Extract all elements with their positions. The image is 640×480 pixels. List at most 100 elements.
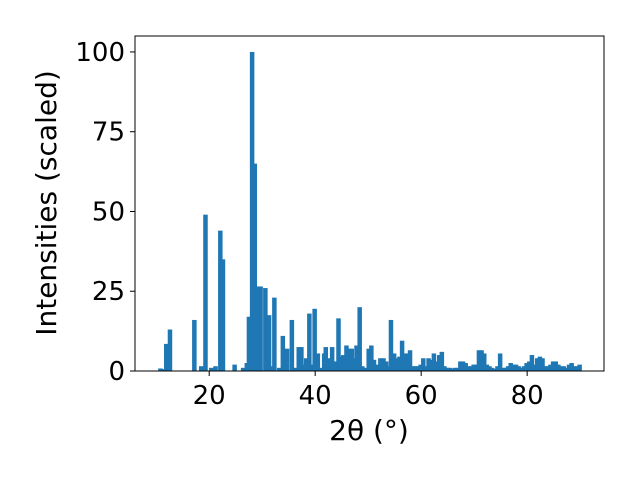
y-tick-label: 75: [92, 118, 125, 148]
bar: [293, 367, 298, 371]
bar: [276, 367, 282, 371]
bar: [258, 286, 263, 371]
bar: [323, 347, 329, 371]
bar: [383, 361, 389, 371]
bar: [452, 367, 458, 371]
bar: [508, 363, 513, 371]
bar: [489, 367, 495, 371]
y-tick-label: 100: [75, 38, 125, 68]
bar: [410, 366, 415, 371]
bar: [513, 364, 519, 371]
bar: [558, 366, 564, 371]
bar: [561, 366, 566, 371]
bar: [266, 315, 272, 371]
bar: [471, 364, 476, 371]
bar: [369, 345, 374, 371]
bar: [553, 361, 559, 371]
bar: [439, 351, 445, 371]
bar: [524, 363, 529, 371]
bar: [351, 358, 357, 371]
bar: [371, 359, 377, 371]
bar: [577, 364, 582, 371]
y-tick-label: 50: [92, 197, 125, 227]
bar: [289, 319, 295, 371]
bar: [397, 356, 402, 371]
bar: [284, 348, 290, 371]
bar: [378, 358, 383, 371]
bar: [492, 368, 498, 371]
bar: [164, 343, 169, 371]
bar: [503, 367, 508, 371]
bar: [192, 319, 197, 371]
bar: [500, 367, 506, 371]
bar: [556, 364, 561, 371]
y-tick-label: 25: [92, 277, 125, 307]
bar: [381, 358, 386, 371]
bar: [198, 366, 204, 371]
bar: [519, 367, 524, 371]
bar: [254, 286, 260, 371]
bar: [315, 353, 321, 371]
bar: [220, 259, 226, 371]
bar: [399, 340, 405, 371]
bar: [505, 366, 511, 371]
bar: [550, 361, 556, 371]
bar: [497, 353, 503, 371]
bar: [249, 51, 255, 371]
bar: [532, 364, 537, 371]
bar: [280, 335, 286, 371]
bar: [436, 355, 442, 371]
bar: [569, 363, 574, 371]
bar: [426, 358, 431, 371]
bar: [442, 366, 447, 371]
bar: [450, 368, 455, 371]
bar: [444, 367, 450, 371]
bar: [418, 364, 423, 371]
y-axis-ticks: 0 25 50 75 100: [75, 38, 135, 387]
bar: [303, 358, 309, 371]
bar: [240, 367, 246, 371]
bar: [388, 319, 394, 371]
bar: [333, 361, 338, 371]
bar: [423, 366, 429, 371]
bar: [548, 364, 553, 371]
bar: [362, 367, 368, 371]
x-axis-label: 2θ (°): [329, 414, 409, 447]
bar-series: [158, 51, 582, 371]
plot-frame: [134, 35, 605, 372]
bar: [357, 307, 362, 371]
bar: [329, 347, 335, 371]
bar: [307, 313, 312, 371]
y-axis-label: Intensities (scaled): [30, 70, 63, 336]
x-tick-label: 40: [299, 381, 332, 411]
bar: [366, 348, 371, 371]
bar: [458, 361, 463, 371]
x-axis-ticks: 20 40 60 80: [193, 371, 544, 411]
bar: [405, 353, 410, 371]
bar: [341, 355, 346, 371]
bar: [312, 308, 317, 371]
bar: [487, 366, 492, 371]
bar: [336, 318, 341, 371]
bar: [354, 345, 359, 371]
bar: [447, 367, 453, 371]
bar: [394, 358, 400, 371]
bar: [391, 353, 397, 371]
bar: [476, 350, 482, 371]
bar: [479, 350, 484, 371]
bar: [299, 347, 304, 371]
bar: [402, 353, 407, 371]
bar: [572, 366, 577, 371]
bar: [474, 364, 479, 371]
bar: [574, 366, 580, 371]
bar: [232, 364, 237, 371]
bar: [540, 358, 545, 371]
bar: [360, 366, 365, 371]
bar: [534, 358, 540, 371]
bar: [545, 366, 551, 371]
bar: [159, 369, 165, 371]
x-tick-label: 20: [193, 381, 226, 411]
bar: [415, 366, 421, 371]
bar: [468, 366, 474, 371]
